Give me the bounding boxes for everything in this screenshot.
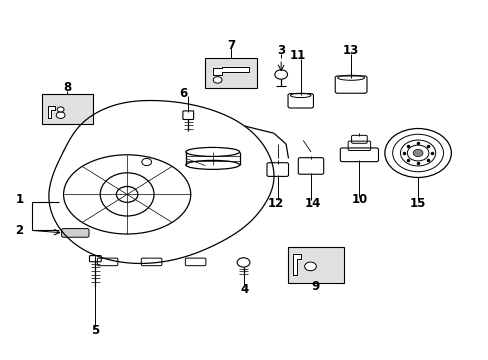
FancyBboxPatch shape: [205, 58, 256, 88]
Text: 3: 3: [277, 44, 285, 57]
Circle shape: [56, 112, 65, 118]
Circle shape: [213, 77, 222, 83]
Text: 4: 4: [240, 283, 248, 296]
Text: 6: 6: [179, 87, 187, 100]
Text: 7: 7: [227, 39, 235, 51]
FancyBboxPatch shape: [61, 229, 89, 237]
Text: 10: 10: [350, 193, 367, 206]
Text: 13: 13: [342, 44, 359, 57]
Circle shape: [304, 262, 316, 271]
Text: 12: 12: [267, 197, 284, 210]
Circle shape: [412, 149, 422, 157]
Text: 14: 14: [304, 197, 321, 210]
Text: 9: 9: [311, 280, 319, 293]
Circle shape: [57, 107, 64, 112]
Text: 5: 5: [91, 324, 99, 337]
Text: 8: 8: [63, 81, 71, 94]
Text: 1: 1: [16, 193, 23, 206]
Polygon shape: [212, 67, 249, 75]
Text: 15: 15: [409, 197, 426, 210]
Text: 2: 2: [16, 224, 23, 237]
Text: 11: 11: [289, 49, 306, 62]
FancyBboxPatch shape: [287, 247, 343, 283]
FancyBboxPatch shape: [41, 94, 93, 124]
Polygon shape: [48, 106, 55, 118]
Polygon shape: [293, 254, 300, 275]
